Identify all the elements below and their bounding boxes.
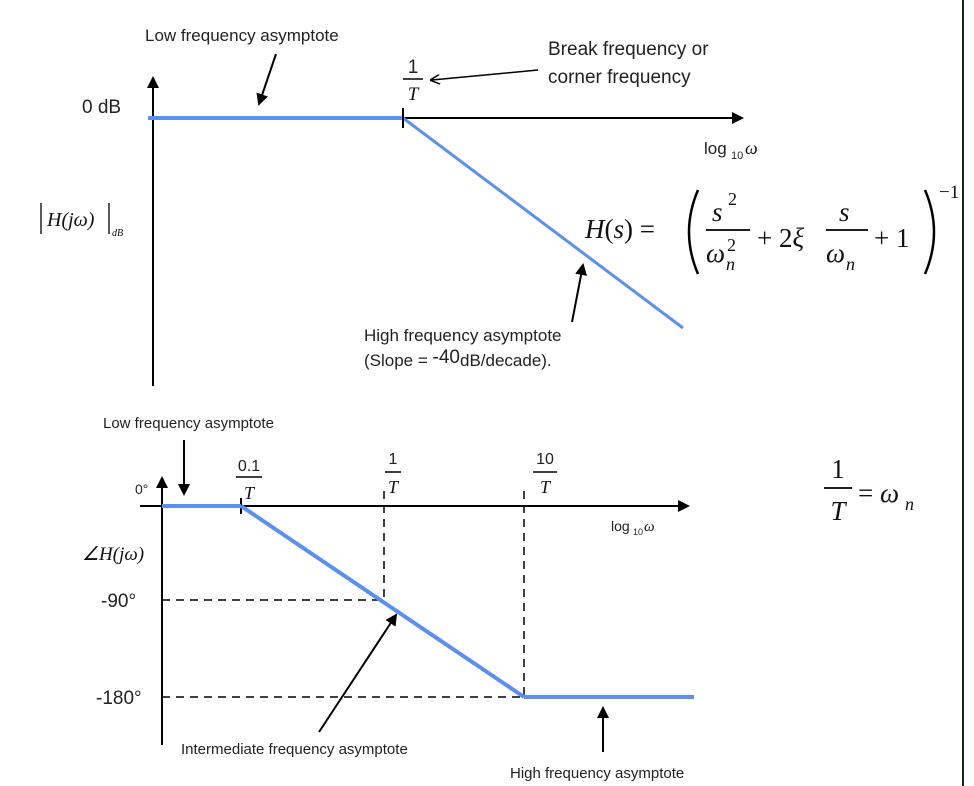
break-frequency-arrow — [432, 69, 539, 80]
tf-num2: s — [839, 197, 850, 227]
break-frequency-annotation-line1: Break frequency or — [548, 39, 709, 60]
corner-relation-equation: 1 T = ω n — [824, 454, 914, 526]
tf-den1-exp: 2 — [727, 235, 736, 255]
high-frequency-annotation-line1: High frequency asymptote — [364, 326, 562, 345]
tick2-num: 1 — [389, 451, 398, 468]
svg-text:10: 10 — [633, 527, 643, 537]
corner-frac-num: 1 — [408, 57, 419, 78]
zero-db-label: 0 dB — [82, 97, 121, 118]
phase-plot: 0° -90° -180° ∠H(jω) 0.1 T 1 T 10 T log … — [82, 415, 694, 782]
tf-exponent: −1 — [939, 182, 959, 203]
phase-intermediate-arrow — [318, 613, 398, 733]
corner-frac-den: T — [408, 84, 420, 105]
break-frequency-annotation-line2: corner frequency — [548, 67, 691, 88]
svg-text:dB: dB — [112, 228, 123, 239]
tick1-num: 0.1 — [238, 458, 260, 475]
tf-lhs: H(s) = — [584, 214, 655, 244]
tf-den1-sub: n — [726, 254, 735, 274]
relation-den: T — [830, 496, 847, 526]
relation-rhs: = ω — [858, 478, 899, 508]
tick3-den: T — [540, 477, 552, 497]
magnitude-plot: 0 dB Low frequency asymptote 1 T Break f… — [40, 26, 758, 386]
phase-high-annotation: High frequency asymptote — [510, 765, 684, 782]
high-frequency-annotation-line2: (Slope = -40dB/decade). — [364, 347, 552, 370]
tf-tail: + 1 — [874, 223, 909, 253]
tf-num1: s — [712, 197, 723, 227]
magnitude-x-axis-label: log 10 ω — [704, 138, 758, 162]
svg-text:10: 10 — [731, 150, 743, 162]
phase-y-axis-label: ∠H(jω) — [82, 544, 144, 565]
high-frequency-arrow — [571, 263, 587, 323]
low-frequency-arrow — [256, 53, 277, 106]
tf-num1-exp: 2 — [728, 189, 737, 209]
tick1-den: T — [244, 483, 256, 503]
relation-rhs-sub: n — [905, 494, 914, 514]
phase-minus-90-label: -90° — [101, 591, 136, 612]
svg-text:H(jω): H(jω) — [46, 209, 95, 231]
tf-left-paren — [687, 189, 700, 275]
tf-den2-sub: n — [846, 254, 855, 274]
tick2-den: T — [388, 477, 400, 497]
phase-low-annotation: Low frequency asymptote — [103, 415, 274, 432]
svg-text:ω: ω — [644, 519, 655, 535]
relation-num: 1 — [831, 454, 845, 484]
phase-minus-180-label: -180° — [96, 688, 142, 709]
high-frequency-asymptote-line — [402, 116, 684, 330]
svg-text:log: log — [704, 139, 727, 158]
tf-right-paren — [923, 189, 936, 275]
svg-text:ω: ω — [745, 138, 758, 158]
low-frequency-annotation: Low frequency asymptote — [145, 26, 339, 45]
phase-intermediate-asymptote-line — [239, 504, 526, 699]
tick3-num: 10 — [536, 451, 554, 468]
transfer-function-equation: H(s) = s 2 ω n 2 + 2ξ s ω n + 1 −1 — [584, 182, 959, 275]
tf-mid: + 2ξ — [757, 223, 804, 253]
tf-den2: ω — [826, 238, 845, 268]
phase-x-axis-label: log 10 ω — [611, 518, 655, 537]
svg-text:log: log — [611, 518, 630, 534]
tf-den1: ω — [706, 238, 725, 268]
phase-zero-label: 0° — [135, 481, 148, 497]
phase-intermediate-annotation: Intermediate frequency asymptote — [181, 741, 408, 758]
magnitude-y-axis-label: H(jω) dB — [40, 203, 123, 239]
